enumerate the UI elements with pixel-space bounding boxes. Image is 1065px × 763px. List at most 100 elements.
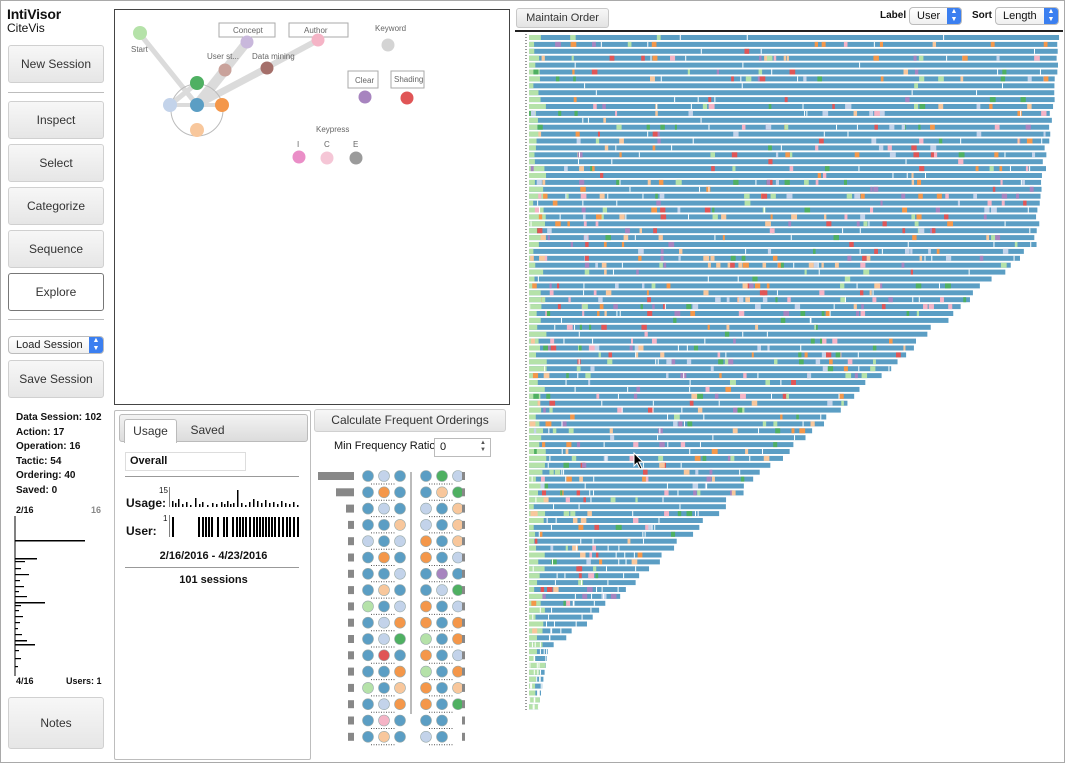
graph-node-keyword[interactable] [381, 38, 395, 52]
ordering-row[interactable] [348, 633, 465, 648]
sequence-row[interactable] [529, 193, 1041, 199]
sequence-row[interactable] [529, 414, 827, 420]
ordering-row[interactable] [348, 616, 465, 632]
ordering-row[interactable] [348, 714, 465, 729]
sequence-row[interactable] [529, 186, 1042, 192]
sequence-row[interactable] [529, 428, 813, 434]
sequence-row[interactable] [529, 628, 572, 634]
save-session-button[interactable]: Save Session [8, 360, 104, 398]
sequence-row[interactable] [529, 455, 783, 461]
ordering-row[interactable] [346, 502, 465, 518]
sequence-row[interactable] [529, 62, 1058, 68]
label-select[interactable]: User ▲ ▼ [909, 7, 962, 25]
sequence-row[interactable] [529, 200, 1040, 206]
sequence-row[interactable] [529, 462, 771, 468]
select-button[interactable]: Select [8, 144, 104, 182]
sequence-row[interactable] [529, 607, 600, 613]
action-graph-panel[interactable]: Start Concept Author Keyword User st... … [114, 9, 510, 405]
session-sequence-view[interactable] [515, 30, 1063, 761]
graph-node-key-e[interactable] [349, 151, 363, 165]
graph-node-peach[interactable] [190, 123, 204, 137]
sequence-row[interactable] [529, 386, 860, 392]
sequence-row[interactable] [529, 552, 662, 558]
sequence-row[interactable] [529, 90, 1055, 96]
sequence-row[interactable] [529, 35, 1060, 40]
sequence-row[interactable] [529, 538, 677, 544]
sequence-row[interactable] [529, 331, 928, 337]
sequence-row[interactable] [529, 366, 892, 372]
sequence-row[interactable] [529, 662, 546, 668]
ordering-row[interactable] [348, 551, 465, 566]
sequence-row[interactable] [529, 359, 898, 365]
ordering-row[interactable] [348, 649, 465, 664]
sequence-row[interactable] [529, 587, 626, 592]
sequence-row[interactable] [529, 152, 1047, 158]
sequence-row[interactable] [529, 131, 1051, 137]
graph-node-concept[interactable] [240, 35, 254, 49]
sequence-row[interactable] [529, 110, 1050, 116]
sequence-row[interactable] [529, 311, 954, 316]
sequence-row[interactable] [529, 338, 917, 344]
graph-node-start[interactable] [133, 26, 147, 40]
sequence-row[interactable] [529, 518, 703, 523]
sequence-row[interactable] [529, 380, 866, 385]
sequence-row[interactable] [529, 580, 636, 586]
sequence-row[interactable] [529, 173, 1042, 178]
ordering-row[interactable] [348, 519, 465, 534]
sequence-row[interactable] [529, 276, 992, 282]
sequence-row[interactable] [529, 476, 754, 482]
sort-select[interactable]: Length ▲ ▼ [995, 7, 1059, 25]
sequence-row[interactable] [529, 179, 1042, 185]
sequence-row[interactable] [529, 214, 1037, 220]
sequence-row[interactable] [529, 83, 1055, 89]
sequence-row[interactable] [529, 559, 660, 565]
sequence-row[interactable] [529, 442, 794, 448]
sequence-row[interactable] [529, 545, 675, 551]
explore-button[interactable]: Explore [8, 273, 104, 311]
graph-node-orange[interactable] [215, 98, 229, 112]
sequence-row[interactable] [529, 497, 727, 503]
graph-node-green[interactable] [190, 76, 204, 90]
sequence-row[interactable] [529, 248, 1024, 254]
sequence-row[interactable] [529, 421, 825, 427]
ordering-row[interactable] [348, 584, 465, 599]
sequence-row[interactable] [529, 324, 931, 330]
sequence-row[interactable] [529, 228, 1037, 234]
sequence-row[interactable] [529, 449, 790, 454]
sequence-row[interactable] [529, 304, 961, 310]
sequence-row[interactable] [529, 504, 726, 510]
sequence-row[interactable] [529, 649, 548, 655]
sequence-row[interactable] [529, 317, 949, 323]
ordering-row[interactable] [348, 535, 465, 550]
sequence-row[interactable] [529, 283, 980, 289]
sequence-row[interactable] [529, 207, 1038, 213]
min-frequency-ratio-input[interactable]: 0 ▲ ▼ [434, 438, 491, 457]
sequence-row[interactable] [529, 642, 554, 648]
sequence-row[interactable] [529, 159, 1043, 165]
sequence-row[interactable] [529, 697, 540, 703]
sequence-row[interactable] [529, 656, 547, 661]
sequence-row[interactable] [529, 290, 973, 296]
frequent-orderings-list[interactable] [316, 464, 511, 748]
ordering-row[interactable] [348, 568, 465, 583]
graph-node-clear[interactable] [358, 90, 372, 104]
sequence-row[interactable] [529, 262, 1011, 268]
sequence-row[interactable] [529, 511, 720, 517]
sequence-row[interactable] [529, 490, 744, 496]
graph-node-light-blue[interactable] [163, 98, 177, 112]
sequence-row[interactable] [529, 166, 1046, 172]
sequence-row[interactable] [529, 373, 882, 379]
graph-node-data-mining[interactable] [260, 61, 274, 75]
graph-node-blue[interactable] [190, 98, 204, 112]
sequence-row[interactable] [529, 435, 806, 441]
new-session-button[interactable]: New Session [8, 45, 104, 83]
ordering-row[interactable] [348, 682, 465, 697]
maintain-order-button[interactable]: Maintain Order [516, 8, 609, 28]
sequence-row[interactable] [529, 138, 1050, 144]
sequence-row[interactable] [529, 566, 650, 572]
sequence-row[interactable] [529, 669, 545, 675]
sequence-row[interactable] [529, 269, 1006, 275]
sequence-row[interactable] [529, 573, 640, 579]
inspect-button[interactable]: Inspect [8, 101, 104, 139]
sequence-button[interactable]: Sequence [8, 230, 104, 268]
